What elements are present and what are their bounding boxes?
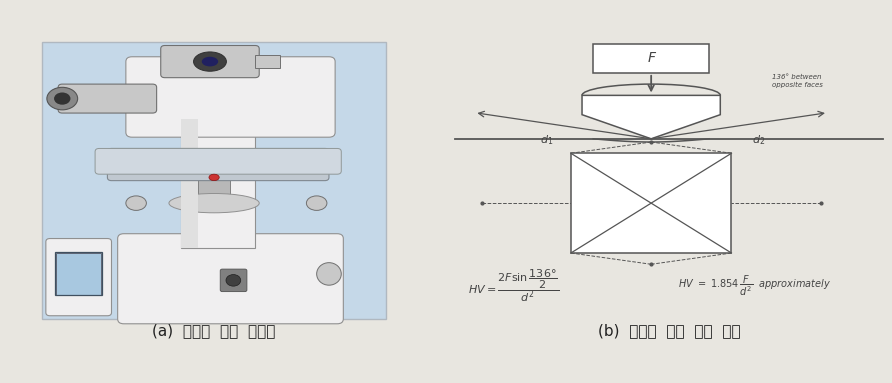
Bar	[255, 55, 280, 68]
Ellipse shape	[194, 52, 227, 71]
FancyBboxPatch shape	[56, 253, 101, 295]
FancyBboxPatch shape	[95, 149, 342, 174]
Text: F: F	[648, 51, 655, 65]
FancyBboxPatch shape	[126, 57, 335, 137]
FancyBboxPatch shape	[220, 269, 247, 291]
Ellipse shape	[169, 193, 260, 213]
Ellipse shape	[47, 87, 78, 110]
Text: 136° between
opposite faces: 136° between opposite faces	[772, 74, 822, 88]
Bar	[198, 168, 230, 206]
FancyBboxPatch shape	[161, 46, 260, 78]
Text: (b)  비커스  경도  측정  원리: (b) 비커스 경도 측정 원리	[598, 323, 740, 338]
Text: (a)  비커스  경도  시험기: (a) 비커스 경도 시험기	[153, 323, 276, 338]
Polygon shape	[571, 153, 731, 253]
FancyBboxPatch shape	[107, 149, 329, 181]
Circle shape	[226, 275, 241, 286]
Ellipse shape	[202, 57, 219, 66]
FancyBboxPatch shape	[58, 84, 157, 113]
Ellipse shape	[45, 307, 112, 315]
Ellipse shape	[307, 196, 326, 210]
Ellipse shape	[54, 92, 70, 105]
Text: $d_2$: $d_2$	[752, 134, 764, 147]
FancyBboxPatch shape	[118, 234, 343, 324]
Ellipse shape	[209, 174, 219, 181]
Ellipse shape	[130, 313, 315, 321]
Bar	[181, 119, 255, 248]
FancyBboxPatch shape	[42, 42, 386, 319]
Text: $HV\ =\ 1.854\,\dfrac{F}{d^2}$  approximately: $HV\ =\ 1.854\,\dfrac{F}{d^2}$ approxima…	[678, 273, 831, 298]
Text: $HV = \dfrac{2F\sin\dfrac{136°}{2}}{d^2}$: $HV = \dfrac{2F\sin\dfrac{136°}{2}}{d^2}…	[468, 267, 559, 304]
Bar	[181, 119, 198, 248]
Ellipse shape	[126, 196, 146, 210]
Ellipse shape	[317, 263, 342, 285]
Bar	[593, 44, 709, 73]
FancyBboxPatch shape	[45, 239, 112, 316]
Polygon shape	[582, 95, 721, 139]
Text: $d_1$: $d_1$	[540, 134, 553, 147]
